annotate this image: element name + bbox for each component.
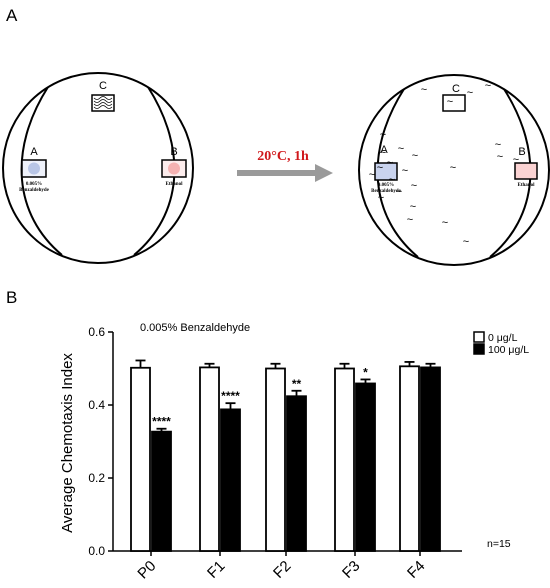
panel-a-letter: A — [6, 6, 18, 25]
plate-left-zone-a-label: A — [30, 146, 38, 158]
x-tick-label-2: F2 — [270, 557, 294, 581]
worm-glyph-15: ~ — [450, 162, 456, 174]
worm-glyph-12: ~ — [396, 186, 402, 198]
arrow-condition-label: 20°C, 1h — [257, 149, 309, 164]
plate-left: C A 0.005% Benzaldehyde B Ethanol — [2, 72, 194, 264]
worm-glyph-2: ~ — [485, 80, 491, 92]
plate-right-zone-b-box — [514, 162, 538, 180]
plate-left-dish — [2, 72, 194, 264]
worm-glyph-18: ~ — [495, 139, 501, 151]
plate-left-zone-b-spot — [168, 162, 180, 175]
worm-glyph-11: ~ — [378, 192, 384, 204]
chart-legend: 0 μg/L 100 μg/L — [473, 331, 529, 356]
plate-right-zone-a-caption2: Benzaldehyde — [371, 189, 402, 194]
transition-arrow: 20°C, 1h — [237, 149, 333, 182]
plate-right-zone-b-caption: Ethanol — [518, 183, 536, 188]
worm-glyph-1: ~ — [467, 87, 473, 99]
worm-cluster-icon — [93, 96, 113, 109]
y-tick-label-3: 0.6 — [88, 325, 105, 339]
significance-label-f1: **** — [221, 389, 240, 403]
plate-right: C A 0.005% Benzaldehyde B Ethanol ~ ~~~~~… — [358, 74, 550, 266]
plate-right-zone-c-label: C — [452, 83, 460, 95]
plate-right-divider-b — [489, 88, 532, 258]
x-tick-label-0: P0 — [134, 557, 159, 582]
chart-y-axis-label: Average Chemotaxis Index — [59, 353, 76, 533]
plate-right-dish — [358, 74, 550, 266]
bar-f1-series-1 — [220, 408, 241, 552]
worm-glyph-7: ~ — [377, 162, 383, 174]
legend-swatch-1 — [473, 343, 485, 355]
worm-glyph-16: ~ — [442, 217, 448, 229]
x-tick-label-3: F3 — [339, 557, 363, 581]
worm-glyph-0: ~ — [421, 84, 427, 96]
significance-label-f2: ** — [292, 377, 302, 391]
bar-p0-series-1 — [151, 430, 172, 552]
worm-glyph-8: ~ — [387, 157, 393, 169]
worm-glyph-10: ~ — [389, 174, 395, 186]
bar-f1-series-0 — [199, 366, 220, 552]
bar-f2-series-1 — [286, 395, 307, 552]
significance-label-p0: **** — [152, 415, 171, 429]
worm-glyph-6: ~ — [412, 150, 418, 162]
bar-f2-series-0 — [265, 367, 286, 552]
plate-right-zone-a-box — [374, 162, 398, 181]
legend-label-1: 100 μg/L — [488, 344, 529, 356]
legend-label-0: 0 μg/L — [488, 332, 518, 344]
panel-a-diagram: C A 0.005% Benzaldehyde B Ethanol 20°C, … — [2, 72, 550, 266]
arrow-head-icon — [315, 164, 333, 182]
bar-f3-series-1 — [355, 382, 376, 552]
chart-n-label: n=15 — [487, 538, 511, 550]
bar-f4-series-0 — [399, 365, 420, 552]
worm-glyph-14: ~ — [410, 201, 416, 213]
legend-swatch-0 — [473, 331, 485, 343]
worm-glyph-19: ~ — [513, 154, 519, 166]
plate-right-zone-a-caption1: 0.005% — [378, 183, 394, 188]
arrow-shaft — [237, 170, 317, 176]
plate-left-divider-a — [20, 86, 63, 256]
worm-glyph-20: ~ — [497, 151, 503, 163]
y-tick-label-1: 0.2 — [88, 471, 105, 485]
worm-glyph-9: ~ — [402, 165, 408, 177]
worm-glyph-13: ~ — [411, 180, 417, 192]
plate-right-zone-a-label: A — [380, 144, 388, 156]
worm-glyphs: ~ ~~~~~~~ ~~~~ ~ ~~~~~~~~~~~ — [369, 80, 519, 248]
y-tick-label-2: 0.4 — [88, 398, 105, 412]
plate-left-zone-b-label: B — [170, 146, 177, 158]
significance-label-f3: * — [363, 365, 368, 379]
y-tick-label-0: 0.0 — [88, 544, 105, 558]
chart-annotation: 0.005% Benzaldehyde — [140, 322, 250, 334]
plate-left-zone-c-box — [91, 94, 115, 112]
plate-left-zone-b-caption: Ethanol — [166, 182, 184, 187]
bar-f3-series-0 — [334, 367, 355, 552]
plate-right-zone-b-label: B — [518, 146, 525, 158]
bar-p0-series-0 — [130, 366, 151, 552]
plate-left-zone-a-spot — [28, 162, 40, 175]
worm-glyph-22: ~ — [369, 169, 375, 181]
worm-glyph-4: ~ — [380, 129, 386, 141]
bar-f4-series-1 — [420, 366, 441, 552]
panel-b-letter: B — [6, 288, 18, 307]
worm-glyph-23: ~ — [407, 214, 413, 226]
plate-left-zone-c-label: C — [99, 80, 107, 92]
worm-glyph-21: ~ — [380, 147, 386, 159]
x-tick-label-1: F1 — [204, 557, 228, 581]
plate-left-divider-b — [133, 86, 176, 256]
chart-plot-area: 0.0 0.2 0.4 0.6 P0 **** F1 **** F2 ** F3 * F4 — [88, 325, 462, 582]
plate-right-zone-c-box — [442, 94, 466, 112]
x-tick-label-4: F4 — [404, 557, 428, 581]
plate-left-zone-a-caption2: Benzaldehyde — [19, 188, 50, 193]
plate-right-divider-a — [376, 88, 419, 258]
worm-glyph-3: ~ — [447, 96, 453, 108]
worm-glyph-5: ~ — [398, 143, 404, 155]
plate-left-zone-a-caption1: 0.005% — [26, 182, 42, 187]
worm-glyph-17: ~ — [463, 236, 469, 248]
